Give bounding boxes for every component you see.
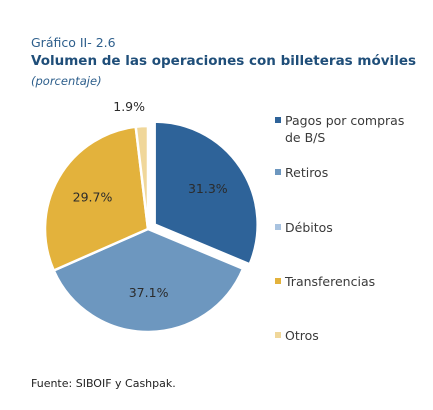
- chart-source: Fuente: SIBOIF y Cashpak.: [31, 377, 176, 390]
- data-label-transferencias: 29.7%: [73, 189, 113, 204]
- figure-label: Gráfico II- 2.6: [31, 35, 116, 50]
- legend-item-retiros: Retiros: [275, 164, 328, 181]
- pie-slice-pagos-por-compras-de-b-s: [153, 120, 259, 266]
- data-label-retiros: 37.1%: [129, 285, 169, 300]
- legend-item-pagos: Pagos por compras de B/S: [275, 112, 404, 146]
- data-label-otros: 1.9%: [113, 99, 145, 114]
- legend-swatch: [275, 278, 281, 284]
- pie-slices: [43, 120, 259, 334]
- legend-item-otros: Otros: [275, 327, 319, 344]
- pie-slice-otros: [134, 124, 150, 230]
- legend-item-transferencias: Transferencias: [275, 273, 375, 290]
- legend-swatch: [275, 332, 281, 338]
- legend-swatch: [275, 169, 281, 175]
- data-label-pagos-por-compras-de-b-s: 31.3%: [188, 181, 228, 196]
- legend-label: Pagos por compras de B/S: [285, 113, 405, 145]
- legend-label: Retiros: [285, 165, 329, 180]
- legend-label: Débitos: [285, 220, 333, 235]
- legend-label: Otros: [285, 328, 319, 343]
- chart-title: Volumen de las operaciones con billetera…: [31, 53, 417, 69]
- legend-label: Transferencias: [285, 274, 376, 289]
- legend-swatch: [275, 117, 281, 123]
- legend-item-debitos: Débitos: [275, 219, 333, 236]
- pie-slice-retiros: [52, 227, 245, 334]
- pie-data-labels: 31.3% 37.1% 29.7% 1.9%: [73, 99, 228, 300]
- chart-subtitle: (porcentaje): [31, 74, 102, 88]
- pie-slice-transferencias: [43, 125, 150, 273]
- legend-swatch: [275, 224, 281, 230]
